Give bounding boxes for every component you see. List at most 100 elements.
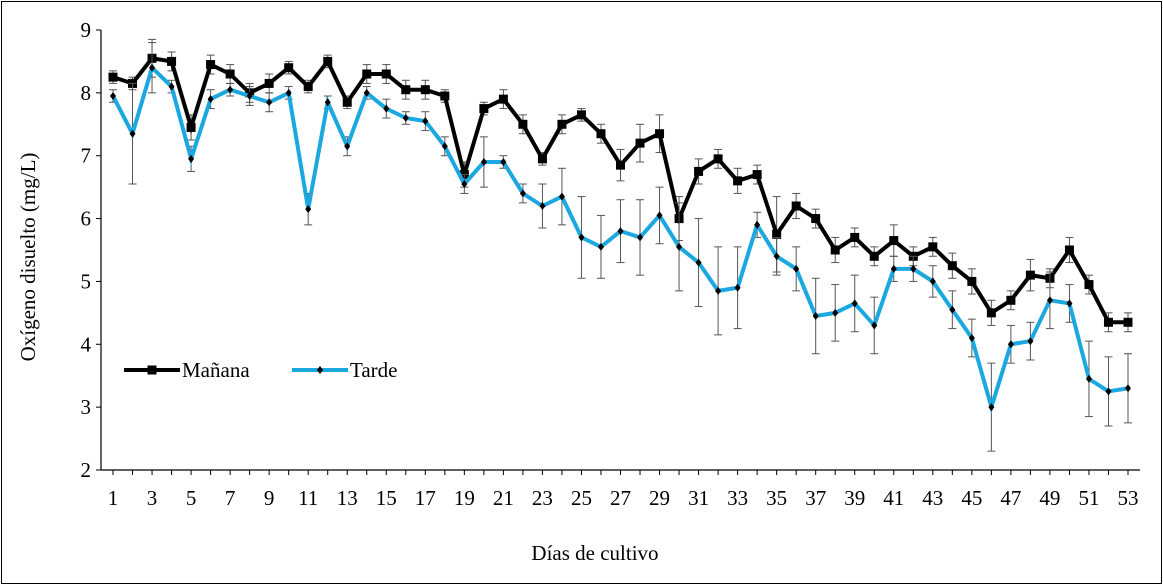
x-tick-label: 17 — [415, 486, 436, 510]
data-point — [616, 160, 625, 170]
x-tick-label: 43 — [922, 486, 943, 510]
data-point — [676, 242, 683, 251]
data-point — [910, 264, 917, 273]
x-tick-label: 19 — [454, 486, 475, 510]
data-point — [793, 264, 800, 273]
data-point — [811, 214, 821, 224]
data-point — [207, 95, 214, 104]
data-point — [947, 261, 957, 271]
x-tick-label: 45 — [961, 486, 982, 510]
y-tick-label: 2 — [81, 458, 92, 482]
data-point — [754, 220, 761, 229]
data-point — [381, 69, 391, 79]
x-tick-label: 9 — [264, 486, 275, 510]
data-point — [1123, 317, 1133, 327]
data-point — [1103, 317, 1113, 327]
legend-marker — [317, 366, 323, 374]
data-point — [1007, 340, 1014, 349]
data-point — [383, 104, 390, 113]
data-point — [733, 176, 743, 186]
data-point — [264, 78, 274, 88]
data-point — [440, 91, 450, 101]
data-point — [734, 283, 741, 292]
data-point — [480, 158, 487, 166]
data-point — [402, 114, 409, 122]
data-point — [539, 202, 546, 210]
y-tick-label: 6 — [81, 207, 92, 231]
data-point — [401, 85, 411, 95]
data-point — [441, 142, 448, 151]
data-point — [637, 233, 644, 242]
data-point — [266, 98, 273, 107]
data-point — [773, 252, 780, 261]
series-Tarde — [109, 42, 1132, 452]
data-point — [362, 69, 372, 79]
data-point — [342, 97, 352, 107]
data-point — [871, 321, 878, 330]
data-point — [656, 211, 663, 220]
data-point — [772, 229, 782, 239]
data-point — [303, 82, 313, 92]
data-point — [1066, 299, 1073, 308]
data-point — [830, 245, 840, 255]
data-point — [617, 227, 624, 236]
data-point — [850, 232, 860, 242]
y-tick-label: 3 — [81, 395, 92, 419]
x-tick-label: 47 — [1000, 486, 1021, 510]
data-point — [149, 63, 156, 72]
data-point — [967, 276, 977, 286]
data-point — [752, 170, 762, 180]
data-point — [929, 277, 936, 286]
y-tick-label: 8 — [81, 81, 92, 105]
data-point — [206, 60, 216, 70]
data-point — [968, 334, 975, 342]
legend-label: Tarde — [350, 358, 398, 382]
data-point — [285, 88, 292, 97]
data-point — [518, 119, 528, 129]
data-point — [167, 56, 177, 66]
data-point — [519, 189, 526, 198]
data-point — [1064, 245, 1074, 255]
x-tick-label: 33 — [727, 486, 748, 510]
data-point — [851, 299, 858, 308]
data-point — [596, 129, 606, 139]
data-point — [832, 308, 839, 317]
data-point — [812, 312, 819, 320]
data-point — [597, 242, 604, 251]
data-point — [986, 308, 996, 318]
data-point — [928, 242, 938, 252]
x-tick-label: 25 — [571, 486, 592, 510]
y-tick-label: 5 — [81, 269, 92, 293]
x-tick-label: 41 — [883, 486, 904, 510]
y-tick-label: 9 — [81, 18, 92, 42]
data-point — [186, 122, 196, 132]
x-tick-label: 21 — [493, 486, 514, 510]
data-point — [558, 192, 565, 201]
data-point — [227, 85, 234, 94]
legend-item-Mañana: Mañana — [124, 358, 250, 382]
data-point — [305, 205, 312, 214]
y-tick-label: 4 — [81, 332, 92, 356]
data-point — [110, 92, 116, 100]
x-tick-label: 11 — [298, 486, 318, 510]
data-point — [890, 264, 897, 273]
x-tick-label: 23 — [532, 486, 553, 510]
x-tick-label: 39 — [844, 486, 865, 510]
legend-marker — [147, 365, 157, 375]
x-tick-label: 35 — [766, 486, 787, 510]
legend: Mañana Tarde — [124, 358, 398, 382]
data-point — [284, 63, 294, 73]
data-point — [420, 85, 430, 95]
data-point — [869, 251, 879, 261]
data-point — [1105, 387, 1112, 396]
data-point — [363, 88, 370, 97]
x-tick-label: 1 — [108, 486, 119, 510]
data-point — [1006, 295, 1016, 305]
data-point — [791, 201, 801, 211]
data-point — [129, 129, 136, 138]
data-point — [715, 286, 722, 295]
data-point — [461, 180, 468, 188]
data-point — [188, 154, 195, 163]
data-point — [949, 305, 956, 314]
